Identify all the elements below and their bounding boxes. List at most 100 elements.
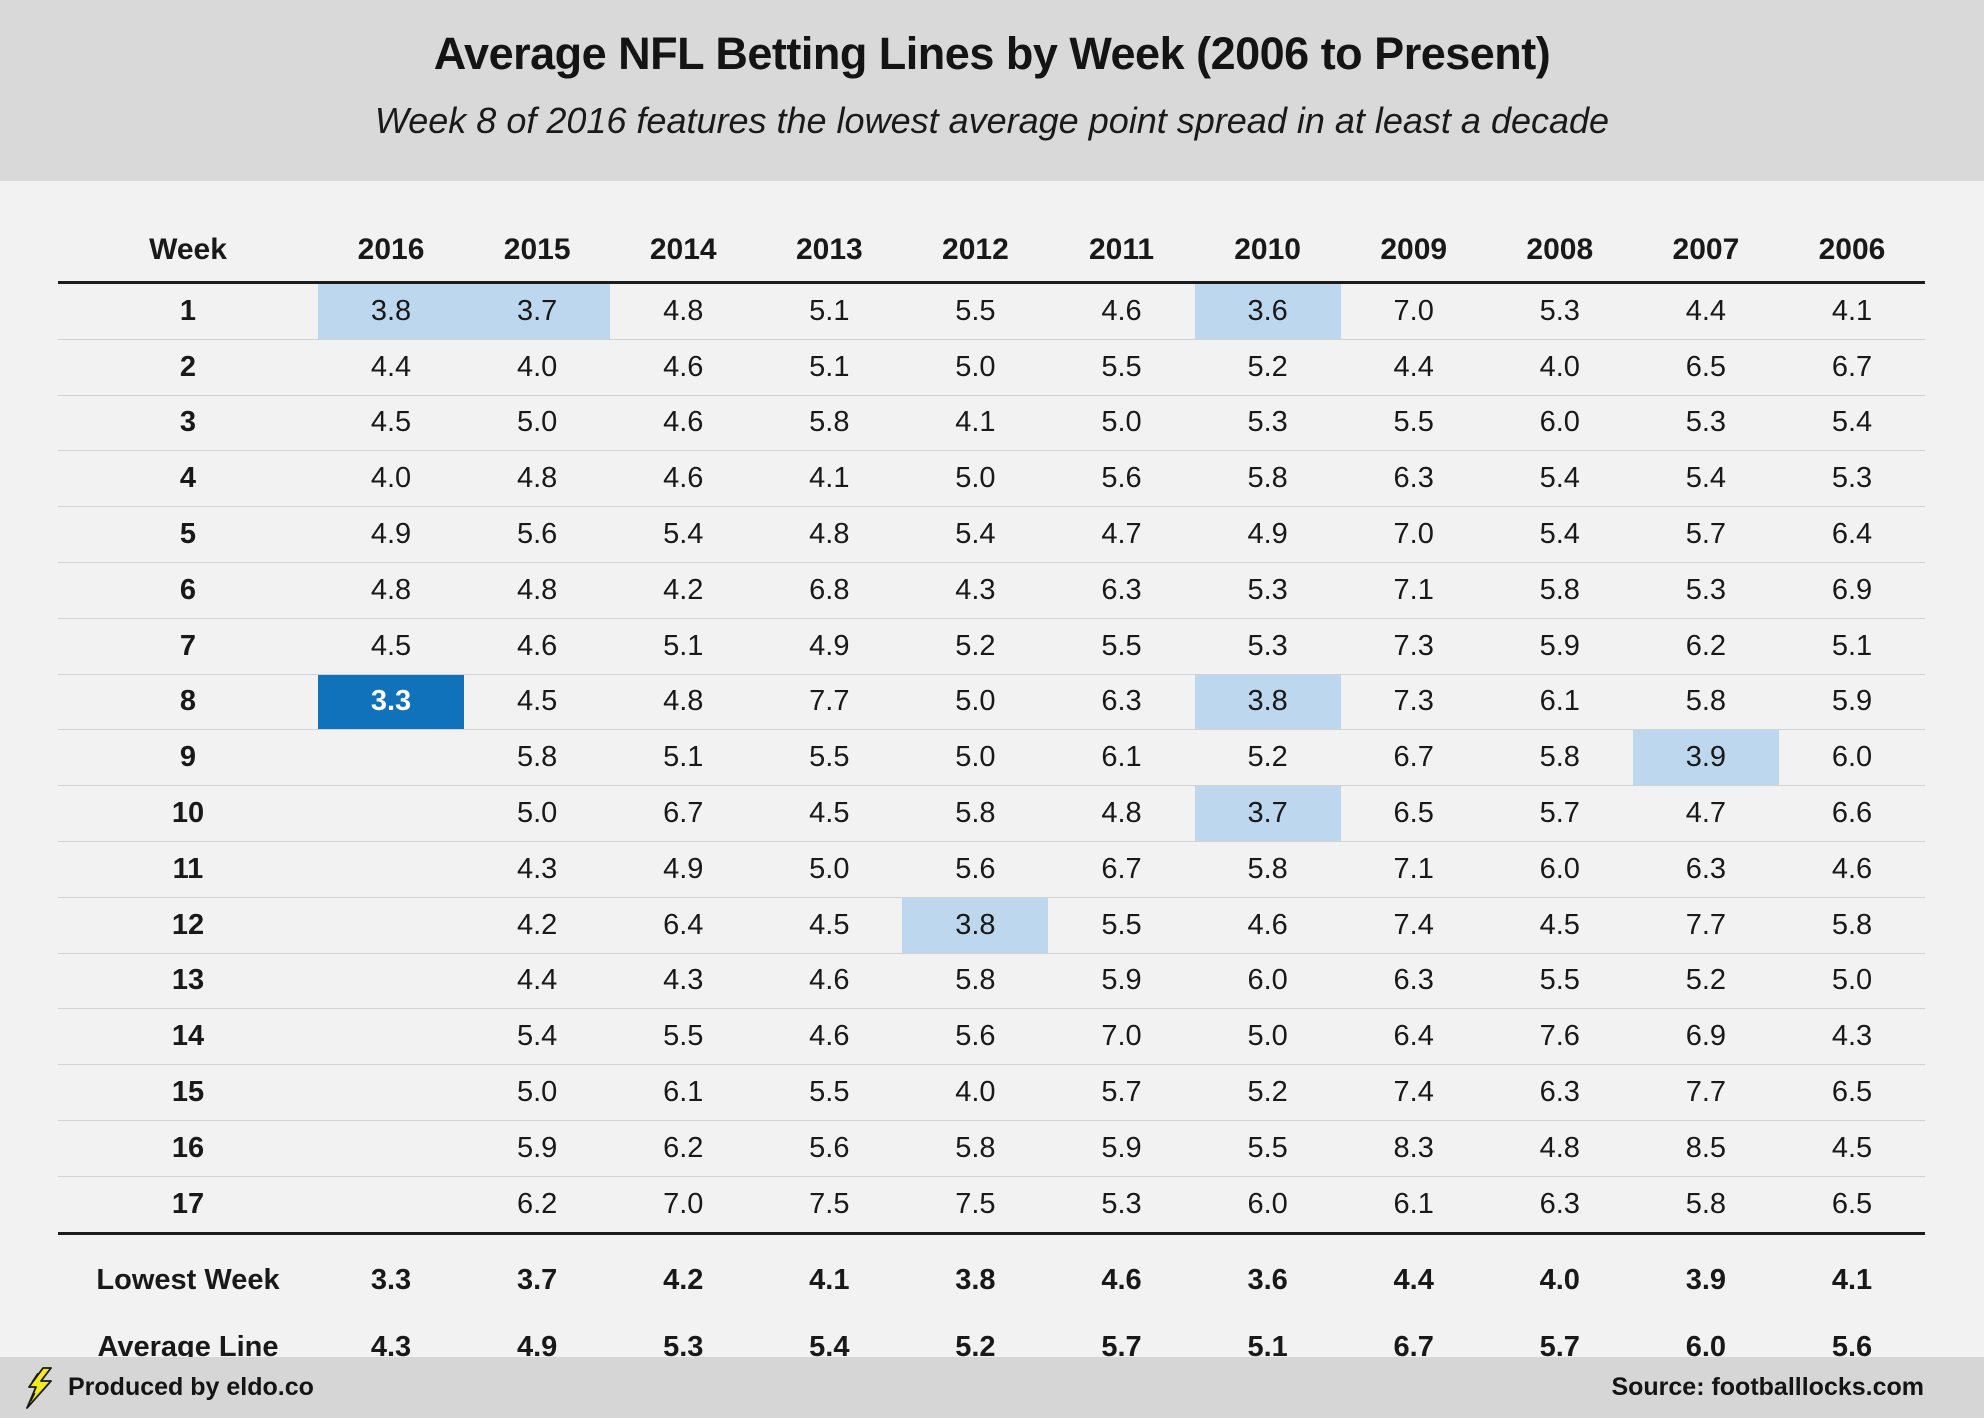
table-row: 4 4.0 4.8 4.6 4.1 5.0 5.6 5.8 6.3 5.4 5.4 5.3 — [58, 450, 1926, 508]
value-cell: 6.1 — [610, 1064, 757, 1121]
value-cell: 4.8 — [610, 674, 757, 731]
value-cell: 4.8 — [610, 282, 757, 340]
col-header-year: 2013 — [756, 209, 903, 284]
value-cell: 6.5 — [1778, 1064, 1926, 1121]
col-header-year: 2008 — [1486, 209, 1633, 284]
value-cell: 7.7 — [756, 674, 903, 731]
week-number: 3 — [58, 395, 318, 452]
value-cell: 3.9 — [1632, 729, 1779, 787]
value-cell: 6.3 — [1486, 1176, 1633, 1235]
value-cell: 6.9 — [1632, 1008, 1779, 1066]
value-cell: 6.2 — [610, 1120, 757, 1177]
value-cell: 5.8 — [902, 785, 1049, 842]
value-cell: 8.5 — [1632, 1120, 1779, 1177]
value-cell: 5.0 — [902, 729, 1049, 787]
value-cell: 3.6 — [1194, 282, 1341, 340]
value-cell: 4.0 — [1486, 339, 1633, 396]
week-number: 1 — [58, 282, 318, 340]
footer-credit-group: Produced by eldo.co — [24, 1366, 314, 1409]
value-cell: 5.5 — [902, 282, 1049, 340]
summary-row: Lowest Week 3.3 3.7 4.2 4.1 3.8 4.6 3.6 4.4 4.0 3.… — [58, 1233, 1925, 1314]
value-cell: 6.1 — [1048, 729, 1195, 787]
value-cell — [318, 729, 465, 787]
week-number: 17 — [58, 1176, 318, 1235]
value-cell: 5.0 — [902, 339, 1049, 396]
value-cell: 4.1 — [902, 395, 1049, 452]
col-header-year: 2007 — [1632, 209, 1779, 284]
value-cell: 4.6 — [1778, 841, 1926, 898]
value-cell: 5.2 — [902, 618, 1049, 675]
table-row: 15 5.0 6.1 5.5 4.0 5.7 5.2 7.4 6.3 7.7 6.5 — [58, 1064, 1926, 1121]
value-cell: 5.2 — [1194, 729, 1341, 787]
value-cell: 3.7 — [464, 282, 611, 340]
value-cell: 6.4 — [1340, 1008, 1487, 1066]
value-cell: 7.3 — [1340, 674, 1487, 731]
value-cell: 5.8 — [902, 953, 1049, 1010]
value-cell: 5.5 — [1048, 339, 1195, 396]
summary-value-cell: 4.1 — [1831, 1263, 1873, 1296]
value-cell: 7.0 — [1340, 282, 1487, 340]
value-cell: 8.3 — [1340, 1120, 1487, 1177]
value-cell: 5.9 — [1048, 1120, 1195, 1177]
value-cell: 4.8 — [1048, 785, 1195, 842]
value-cell: 5.3 — [1632, 562, 1779, 619]
value-cell: 6.0 — [1486, 395, 1633, 452]
value-cell: 6.3 — [1048, 562, 1195, 619]
summary-value-cell: 4.4 — [1393, 1263, 1434, 1296]
value-cell: 3.8 — [318, 282, 465, 340]
value-cell: 6.2 — [1632, 618, 1779, 675]
value-cell: 7.5 — [902, 1176, 1049, 1235]
value-cell: 6.3 — [1486, 1064, 1633, 1121]
value-cell: 5.5 — [756, 1064, 903, 1121]
value-cell: 6.0 — [1194, 1176, 1341, 1235]
value-cell: 5.3 — [1778, 450, 1926, 508]
value-cell: 7.6 — [1486, 1008, 1633, 1066]
value-cell: 5.2 — [1632, 953, 1779, 1010]
page-title: Average NFL Betting Lines by Week (2006 … — [433, 28, 1551, 79]
value-cell: 6.3 — [1048, 674, 1195, 731]
value-cell: 5.8 — [1632, 1176, 1779, 1235]
value-cell: 4.5 — [1778, 1120, 1926, 1177]
week-number: 10 — [58, 785, 318, 842]
value-cell: 5.6 — [902, 841, 1049, 898]
week-number: 8 — [58, 674, 318, 731]
value-cell: 6.7 — [1340, 729, 1487, 787]
value-cell — [318, 785, 465, 842]
value-cell: 3.8 — [902, 897, 1049, 954]
summary-value-cell: 4.0 — [1539, 1263, 1580, 1296]
value-cell: 4.9 — [1194, 506, 1341, 563]
value-cell: 5.4 — [902, 506, 1049, 563]
value-cell: 5.3 — [1194, 618, 1341, 675]
value-cell: 5.4 — [1486, 506, 1633, 563]
summary-value-cell: 4.2 — [663, 1263, 704, 1296]
value-cell: 5.0 — [902, 674, 1049, 731]
value-cell: 6.0 — [1778, 729, 1926, 787]
table-row: 6 4.8 4.8 4.2 6.8 4.3 6.3 5.3 7.1 5.8 5.3 6.9 — [58, 562, 1926, 619]
col-header-year: 2006 — [1778, 209, 1926, 284]
value-cell: 7.0 — [1340, 506, 1487, 563]
value-cell: 6.5 — [1632, 339, 1779, 396]
value-cell: 3.7 — [1194, 785, 1341, 842]
table-row: 11 4.3 4.9 5.0 5.6 6.7 5.8 7.1 6.0 6.3 4.6 — [58, 841, 1926, 898]
value-cell: 6.0 — [1194, 953, 1341, 1010]
table-row: 2 4.4 4.0 4.6 5.1 5.0 5.5 5.2 4.4 4.0 6.5 6.7 — [58, 339, 1926, 396]
title-band: Average NFL Betting Lines by Week (2006 … — [0, 0, 1984, 181]
value-cell: 5.5 — [756, 729, 903, 787]
value-cell — [318, 841, 465, 898]
week-number: 16 — [58, 1120, 318, 1177]
value-cell: 5.7 — [1048, 1064, 1195, 1121]
week-number: 14 — [58, 1008, 318, 1066]
value-cell: 4.2 — [464, 897, 611, 954]
table-row: 3 4.5 5.0 4.6 5.8 4.1 5.0 5.3 5.5 6.0 5.3 5.4 — [58, 395, 1926, 452]
value-cell: 3.3 — [318, 674, 465, 731]
value-cell: 5.4 — [1632, 450, 1779, 508]
summary-label: Lowest Week — [96, 1263, 280, 1296]
table-body: 1 3.8 3.7 4.8 5.1 5.5 4.6 3.6 7.0 5.3 4.4 4.1 2 4.4 4.… — [58, 282, 1926, 1235]
value-cell: 5.2 — [1194, 339, 1341, 396]
value-cell: 7.0 — [1048, 1008, 1195, 1066]
value-cell: 7.7 — [1632, 1064, 1779, 1121]
value-cell: 5.6 — [756, 1120, 903, 1177]
value-cell: 4.9 — [318, 506, 465, 563]
value-cell: 6.1 — [1486, 674, 1633, 731]
value-cell: 5.5 — [1340, 395, 1487, 452]
